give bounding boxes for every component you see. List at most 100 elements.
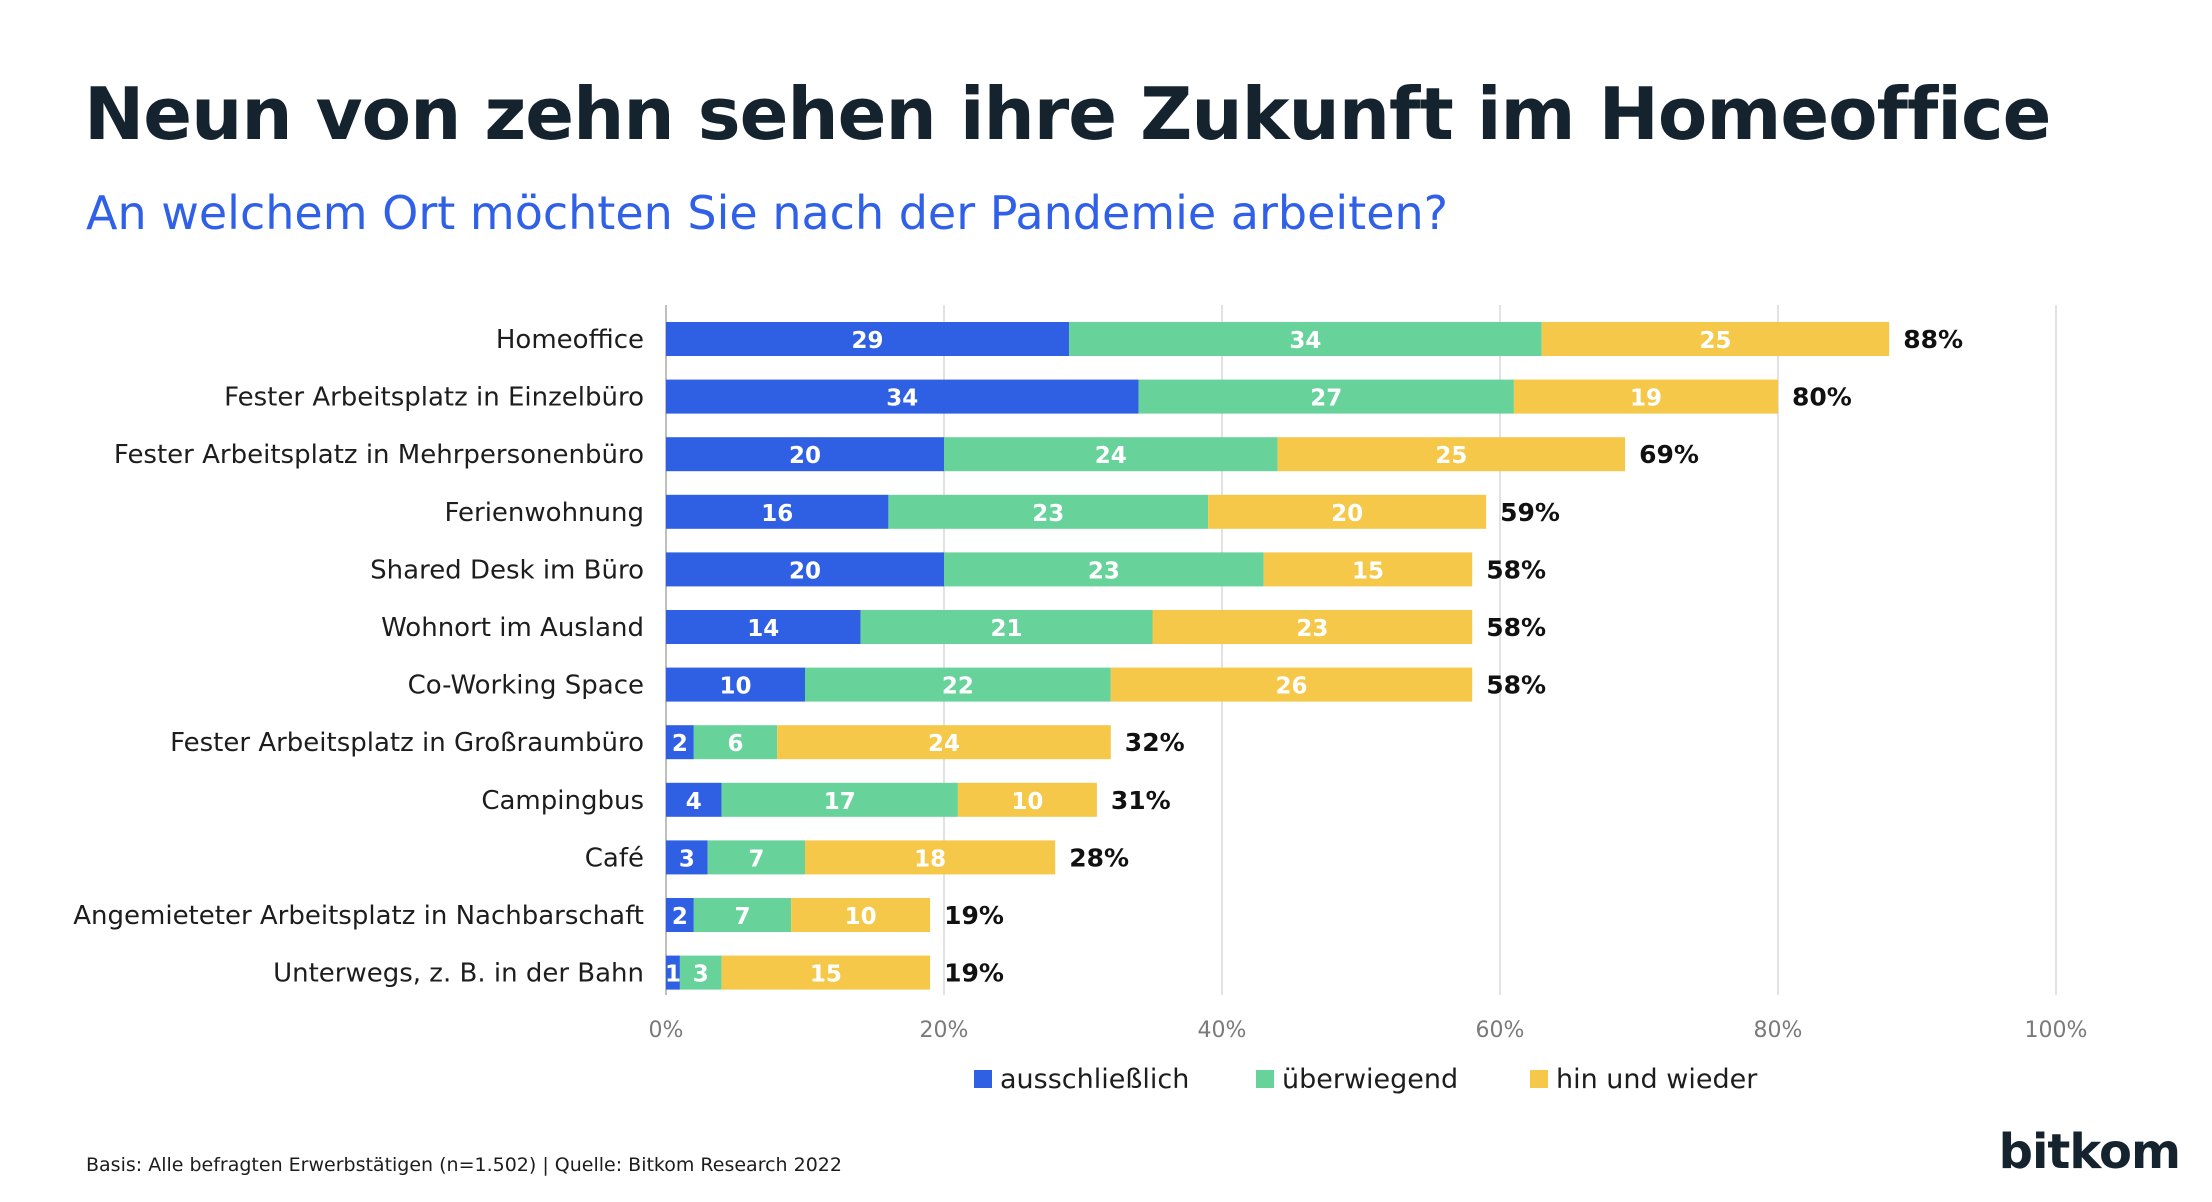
segment-value-label: 15 — [810, 962, 842, 988]
category-label: Campingbus — [481, 786, 644, 816]
segment-value-label: 3 — [679, 846, 695, 872]
bar-segment — [1513, 379, 1778, 414]
total-value-label: 32% — [1125, 728, 1185, 757]
segment-value-label: 29 — [852, 328, 884, 354]
total-value-label: 69% — [1639, 440, 1699, 469]
segment-value-label: 20 — [1331, 501, 1363, 527]
segment-value-label: 4 — [686, 789, 702, 815]
segment-value-label: 14 — [747, 616, 779, 642]
segment-value-label: 7 — [734, 904, 750, 930]
legend-label: ausschließlich — [1000, 1064, 1189, 1095]
bar-segment — [1152, 610, 1473, 644]
total-value-label: 58% — [1486, 671, 1546, 700]
x-tick-label: 60% — [1476, 1018, 1525, 1043]
segment-value-label: 23 — [1032, 501, 1064, 527]
category-label: Unterwegs, z. B. in der Bahn — [273, 959, 644, 989]
segment-value-label: 6 — [727, 731, 743, 757]
legend: ausschließlich überwiegend hin und wieder — [974, 1064, 1758, 1095]
segment-value-label: 24 — [1095, 443, 1127, 469]
legend-swatch — [1530, 1070, 1548, 1088]
bar-segment — [957, 782, 1097, 817]
category-label: Shared Desk im Büro — [370, 555, 644, 585]
legend-label: hin und wieder — [1556, 1064, 1758, 1095]
bar-segment — [805, 840, 1056, 875]
bar-segment — [666, 725, 694, 760]
legend-swatch — [974, 1070, 992, 1088]
segment-value-label: 16 — [761, 501, 793, 527]
segment-value-label: 15 — [1352, 558, 1384, 584]
bitkom-logo: bitkom — [1998, 1124, 2181, 1180]
bar-segment — [721, 782, 958, 817]
segment-value-label: 10 — [845, 904, 877, 930]
bar-segment — [944, 552, 1264, 587]
total-value-label: 80% — [1792, 383, 1852, 412]
segment-value-label: 20 — [789, 443, 821, 469]
bar-segment — [1138, 379, 1514, 414]
x-tick-label: 20% — [920, 1018, 969, 1043]
bar-segment — [1541, 322, 1890, 356]
x-tick-label: 80% — [1754, 1018, 1803, 1043]
bar-segment — [944, 437, 1278, 472]
bars — [666, 322, 1890, 990]
segment-value-label: 10 — [1011, 789, 1043, 815]
bar-segment — [1208, 494, 1487, 529]
segment-value-label: 23 — [1296, 616, 1328, 642]
segment-value-label: 2 — [672, 904, 688, 930]
legend-label: überwiegend — [1282, 1064, 1458, 1095]
x-tick-label: 40% — [1198, 1018, 1247, 1043]
total-value-label: 58% — [1486, 555, 1546, 584]
total-value-label: 58% — [1486, 613, 1546, 642]
total-value-label: 28% — [1069, 843, 1129, 872]
category-label: Fester Arbeitsplatz in Einzelbüro — [224, 383, 644, 413]
total-value-label: 31% — [1111, 786, 1171, 815]
total-value-label: 59% — [1500, 498, 1560, 527]
total-value-label: 19% — [944, 901, 1004, 930]
x-tick-label: 0% — [649, 1018, 684, 1043]
x-tick-label: 100% — [2025, 1018, 2088, 1043]
category-label: Co-Working Space — [408, 671, 644, 701]
category-label: Café — [585, 843, 644, 873]
bar-segment — [666, 610, 861, 644]
segment-value-label: 34 — [886, 386, 918, 412]
bar-segment — [666, 437, 944, 472]
bar-segment — [1277, 437, 1626, 472]
bar-segment — [707, 840, 805, 875]
category-label: Angemieteter Arbeitsplatz in Nachbarscha… — [73, 901, 644, 931]
bar-segment — [791, 898, 931, 932]
segment-value-label: 34 — [1289, 328, 1321, 354]
bar-segment — [666, 955, 680, 990]
segment-value-label: 27 — [1310, 386, 1342, 412]
segment-value-label: 1 — [665, 962, 681, 988]
page-title: Neun von zehn sehen ihre Zukunft im Home… — [84, 72, 2051, 156]
total-value-label: 19% — [944, 959, 1004, 988]
segment-value-label: 21 — [991, 616, 1023, 642]
bar-segment — [679, 955, 722, 990]
segment-value-label: 18 — [914, 846, 946, 872]
segment-value-label: 3 — [693, 962, 709, 988]
segment-value-label: 7 — [748, 846, 764, 872]
bar-segment — [666, 379, 1139, 414]
bar-segment — [805, 667, 1111, 702]
category-label: Ferienwohnung — [444, 498, 644, 528]
bar-segment — [693, 898, 792, 932]
bar-segment — [666, 667, 805, 702]
grid-lines — [665, 305, 2057, 995]
total-value-label: 88% — [1903, 325, 1963, 354]
bar-segment — [666, 552, 944, 587]
segment-value-label: 19 — [1630, 386, 1662, 412]
bar-segment — [666, 782, 722, 817]
segment-value-label: 24 — [928, 731, 960, 757]
segment-value-label: 25 — [1699, 328, 1731, 354]
bar-segment — [888, 494, 1209, 529]
segment-value-label: 25 — [1435, 443, 1467, 469]
bar-segment — [693, 725, 778, 760]
category-label: Fester Arbeitsplatz in Mehrpersonenbüro — [114, 440, 644, 470]
bar-segment — [777, 725, 1111, 760]
segment-value-label: 10 — [719, 674, 751, 700]
segment-value-label: 26 — [1275, 674, 1307, 700]
bar-segment — [666, 840, 708, 875]
legend-swatch — [1256, 1070, 1274, 1088]
page-subtitle: An welchem Ort möchten Sie nach der Pand… — [86, 186, 1449, 240]
segment-value-label: 20 — [789, 558, 821, 584]
